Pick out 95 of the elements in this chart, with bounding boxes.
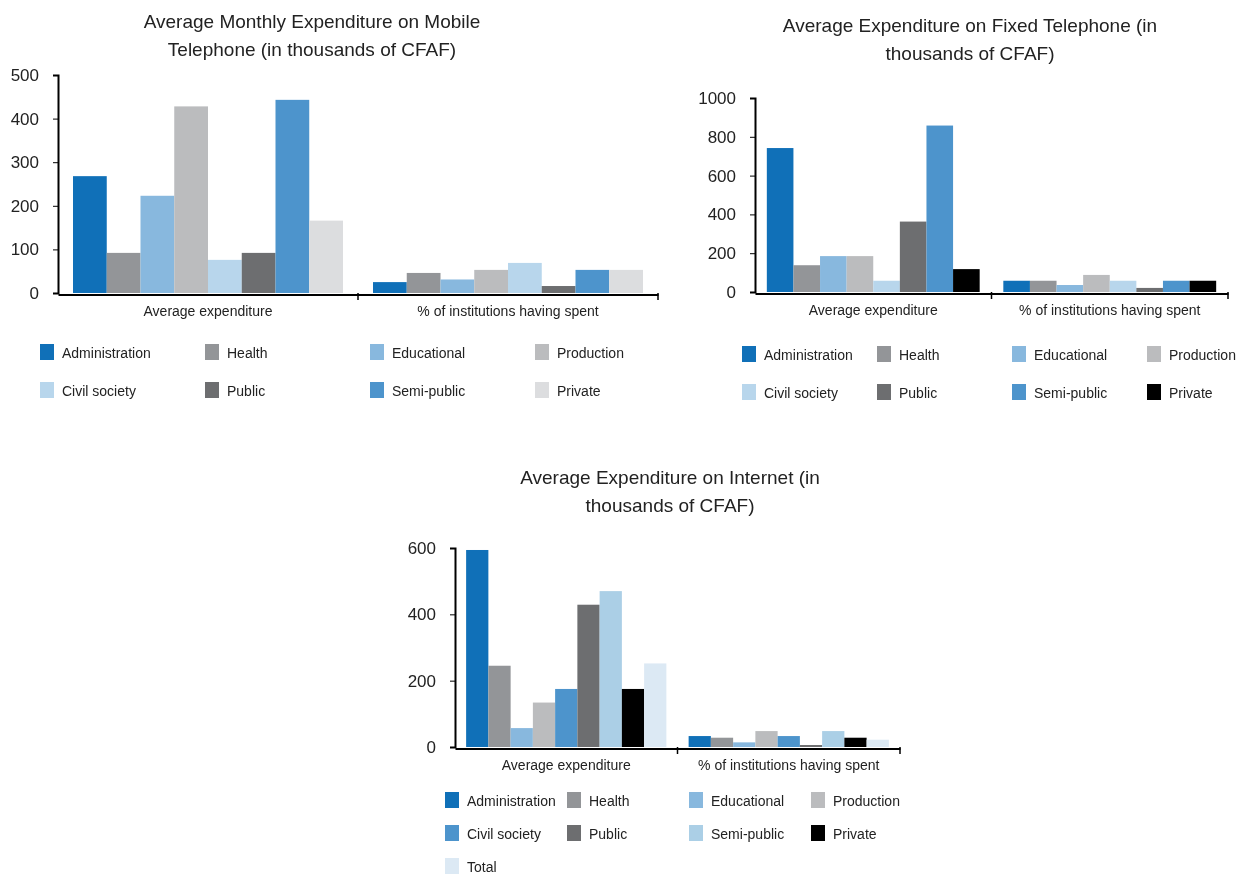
legend-label: Semi-public (711, 826, 785, 842)
bar (777, 736, 800, 747)
y-tick-label: 800 (707, 127, 736, 147)
bar (577, 604, 600, 747)
chart-title: Average Expenditure on Internet (in thousands of CFAF) (520, 467, 820, 516)
bar (1136, 287, 1163, 292)
x-tick-label: Average expenditure (808, 302, 938, 318)
bar (575, 269, 610, 293)
legend-label: Civil society (62, 383, 136, 399)
bar (1083, 274, 1110, 292)
bar (1109, 280, 1137, 292)
bar (766, 148, 794, 292)
bar (926, 125, 954, 292)
chart-title: Average Monthly Expenditure on Mobile Telephone (in thousands of CFAF) (143, 11, 481, 60)
legend-label: Administration (62, 345, 151, 361)
bar (1029, 280, 1057, 292)
legend-label: Health (227, 345, 268, 361)
legend-label: Civil society (467, 826, 541, 842)
bar (820, 256, 847, 292)
x-tick-label: % of institutions having spent (417, 303, 599, 319)
y-tick-label: 600 (707, 166, 736, 186)
bar (793, 265, 821, 292)
bar (541, 286, 576, 293)
bar (1003, 280, 1030, 292)
bar (474, 269, 508, 293)
legend-label: Public (589, 826, 628, 842)
bar (532, 702, 556, 747)
legend-label: Civil society (764, 385, 838, 401)
bar (440, 279, 475, 293)
x-tick-label: Average expenditure (501, 757, 631, 773)
bar (73, 176, 107, 293)
bar (644, 663, 667, 747)
legend-label: Educational (1034, 347, 1108, 363)
legend-label: Production (557, 345, 624, 361)
legend-label: Private (833, 826, 877, 842)
legend-label: Public (899, 385, 938, 401)
y-tick-label: 0 (726, 282, 736, 302)
y-tick-label: 200 (10, 196, 39, 216)
y-tick-label: 400 (10, 109, 39, 129)
bar (688, 736, 711, 747)
y-tick-label: 600 (407, 538, 436, 558)
bar (609, 269, 643, 293)
x-tick-label: Average expenditure (143, 303, 273, 319)
bar (866, 739, 889, 747)
y-tick-label: 500 (10, 65, 39, 85)
legend-label: Private (557, 383, 601, 399)
bar (309, 220, 343, 293)
bar (510, 728, 533, 747)
y-tick-label: 200 (707, 244, 736, 264)
bar (599, 591, 622, 747)
bar (822, 731, 845, 747)
y-tick-label: 0 (426, 737, 436, 757)
legend-label: Public (227, 383, 266, 399)
bar (846, 256, 874, 292)
legend-label: Production (833, 793, 900, 809)
legend-label: Educational (711, 793, 785, 809)
bar (488, 665, 511, 747)
x-tick-label: % of institutions having spent (698, 757, 880, 773)
y-tick-label: 100 (10, 240, 39, 260)
bar (140, 195, 175, 293)
bar (174, 106, 208, 293)
bar (373, 282, 407, 293)
bar (508, 262, 542, 293)
legend-label: Health (589, 793, 630, 809)
y-tick-label: 300 (10, 153, 39, 173)
legend-label: Administration (467, 793, 556, 809)
bar (106, 252, 141, 293)
y-tick-label: 0 (29, 283, 39, 303)
legend-label: Administration (764, 347, 853, 363)
x-tick-label: % of institutions having spent (1019, 302, 1201, 318)
legend-label: Educational (392, 345, 466, 361)
bar (1162, 280, 1190, 292)
bar (406, 272, 441, 293)
bar (241, 252, 276, 293)
legend-label: Semi-public (1034, 385, 1108, 401)
y-tick-label: 1000 (698, 88, 736, 108)
bar (555, 688, 578, 747)
bar (733, 742, 756, 747)
chart-title: Average Expenditure on Fixed Telephone (in thousands of CFAF) (782, 15, 1158, 64)
bar (1056, 285, 1084, 292)
legend-label: Semi-public (392, 383, 466, 399)
legend-label: Private (1169, 385, 1213, 401)
bar (275, 99, 310, 293)
bar (755, 731, 778, 747)
legend-label: Production (1169, 347, 1236, 363)
bar (208, 259, 242, 293)
legend-label: Health (899, 347, 940, 363)
bar (899, 221, 927, 292)
y-tick-label: 400 (407, 605, 436, 625)
bar (466, 549, 489, 747)
bar (873, 280, 900, 292)
y-tick-label: 400 (707, 205, 736, 225)
legend-label: Total (467, 859, 497, 875)
y-tick-label: 200 (407, 671, 436, 691)
bar (710, 737, 734, 747)
